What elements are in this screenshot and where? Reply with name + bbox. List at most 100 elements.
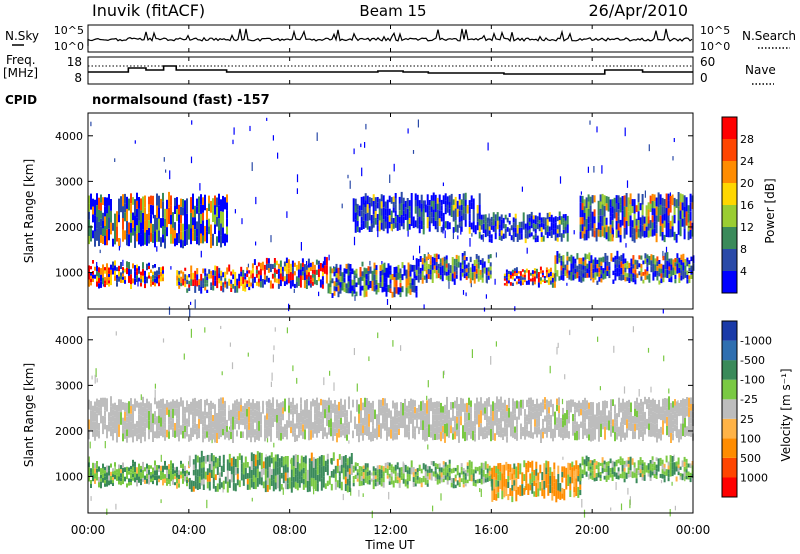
power-speckle bbox=[442, 182, 444, 187]
velocity-band-1-cell bbox=[220, 471, 223, 477]
power-band-8-cell bbox=[410, 204, 413, 215]
velocity-band-2-cell bbox=[356, 469, 359, 473]
power-band-0-cell bbox=[96, 281, 98, 287]
velocity-band-2-cell bbox=[352, 469, 355, 473]
velocity-band-5-cell bbox=[172, 408, 174, 419]
velocity-band-5-cell bbox=[516, 400, 518, 409]
power-band-8-cell bbox=[414, 193, 417, 201]
power-band-6-cell bbox=[628, 262, 631, 268]
velocity-band-5-cell bbox=[194, 410, 196, 417]
velocity-band-1-cell bbox=[252, 468, 255, 475]
power-band-0-cell bbox=[134, 271, 136, 279]
power-band-7-cell bbox=[170, 214, 172, 225]
velocity-band-0-cell bbox=[120, 473, 122, 478]
power-band-7-cell bbox=[198, 229, 200, 246]
velocity-band-2-cell bbox=[472, 477, 475, 482]
power-band-7-cell bbox=[178, 233, 180, 244]
velocity-band-2-cell bbox=[488, 470, 491, 476]
velocity-band-5-cell bbox=[648, 430, 650, 437]
velocity-band-5-cell bbox=[282, 432, 284, 440]
power-band-3-cell bbox=[395, 266, 398, 274]
velocity-band-5-cell bbox=[296, 403, 298, 410]
power-band-3-cell bbox=[399, 268, 402, 274]
power-band-8-cell bbox=[372, 207, 375, 215]
power-band-3-cell bbox=[345, 268, 348, 274]
power-band-10-cell bbox=[597, 215, 600, 223]
power-speckle bbox=[393, 163, 395, 172]
power-band-3-cell bbox=[363, 277, 366, 288]
power-band-2-cell bbox=[283, 281, 286, 286]
power-speckle bbox=[255, 196, 257, 205]
velocity-band-2-cell bbox=[386, 465, 389, 469]
power-speckle bbox=[249, 125, 251, 132]
velocity-band-0-cell bbox=[164, 478, 166, 483]
power-band-6-cell bbox=[686, 257, 689, 262]
power-band-1-cell bbox=[228, 278, 231, 286]
velocity-speckle bbox=[400, 345, 402, 351]
power-band-2-cell bbox=[305, 269, 308, 275]
power-band-10-cell bbox=[655, 215, 658, 225]
velocity-band-4-cell bbox=[685, 475, 688, 480]
power-band-7-cell bbox=[174, 205, 176, 214]
velocity-band-5-cell bbox=[112, 421, 114, 429]
velocity-band-4-cell bbox=[689, 472, 692, 478]
power-band-6-cell bbox=[606, 265, 609, 271]
power-band-8-cell bbox=[366, 204, 369, 213]
power-band-9-cell bbox=[534, 228, 537, 234]
power-band-0-cell bbox=[148, 275, 150, 279]
power-band-8-cell bbox=[366, 195, 369, 205]
velocity-band-5-cell bbox=[496, 409, 498, 423]
velocity-band-5-cell bbox=[300, 429, 302, 436]
velocity-ytick-label: 4000 bbox=[55, 334, 83, 347]
velocity-band-2-cell bbox=[414, 471, 417, 475]
velocity-band-4-cell bbox=[647, 473, 650, 477]
power-band-4-cell bbox=[435, 261, 438, 266]
power-band-8-cell bbox=[460, 221, 463, 227]
power-band-7-cell bbox=[212, 198, 214, 211]
power-ytick-label: 4000 bbox=[55, 130, 83, 143]
velocity-band-5-cell bbox=[304, 419, 306, 430]
velocity-band-5-cell bbox=[420, 420, 422, 430]
velocity-band-5-cell bbox=[572, 428, 574, 436]
power-speckle bbox=[389, 174, 391, 183]
velocity-band-0-cell bbox=[112, 477, 114, 481]
power-band-8-cell bbox=[380, 194, 383, 202]
velocity-band-5-cell bbox=[688, 407, 690, 417]
velocity-band-0-cell bbox=[116, 475, 118, 478]
velocity-band-5-cell bbox=[594, 414, 596, 428]
power-band-9-cell bbox=[502, 223, 505, 229]
velocity-band-3-cell bbox=[533, 469, 536, 476]
velocity-band-5-cell bbox=[614, 432, 616, 442]
velocity-band-4-cell bbox=[641, 466, 644, 471]
velocity-band-1-cell bbox=[284, 472, 287, 481]
power-band-9-cell bbox=[478, 232, 481, 239]
power-band-2-cell bbox=[273, 277, 276, 283]
velocity-band-1-cell bbox=[264, 468, 267, 481]
velocity-band-5-cell bbox=[238, 401, 240, 411]
velocity-band-5-cell bbox=[672, 420, 674, 428]
power-band-7-cell bbox=[210, 224, 212, 237]
velocity-band-4-cell bbox=[623, 478, 626, 483]
power-band-6-cell bbox=[614, 272, 617, 277]
power-band-0-cell bbox=[102, 264, 104, 271]
power-band-5-cell bbox=[511, 272, 514, 277]
velocity-band-5-cell bbox=[358, 432, 360, 443]
power-band-7-cell bbox=[124, 203, 126, 213]
velocity-band-3-cell bbox=[513, 474, 516, 481]
velocity-band-2-cell bbox=[460, 478, 463, 483]
power-band-7-cell bbox=[178, 204, 180, 215]
velocity-band-5-cell bbox=[600, 410, 602, 424]
power-band-3-cell bbox=[401, 274, 404, 281]
power-band-10-cell bbox=[651, 208, 654, 216]
power-speckle bbox=[365, 123, 367, 130]
power-band-8-cell bbox=[450, 193, 453, 206]
velocity-band-5-cell bbox=[666, 426, 668, 436]
power-band-7-cell bbox=[164, 238, 166, 249]
power-band-8-cell bbox=[382, 195, 385, 208]
velocity-band-1-cell bbox=[272, 480, 275, 492]
velocity-band-1-cell bbox=[210, 453, 213, 462]
velocity-band-5-cell bbox=[662, 413, 664, 421]
power-band-3-cell bbox=[361, 285, 364, 291]
velocity-band-5-cell bbox=[610, 399, 612, 412]
velocity-band-2-cell bbox=[396, 479, 399, 484]
